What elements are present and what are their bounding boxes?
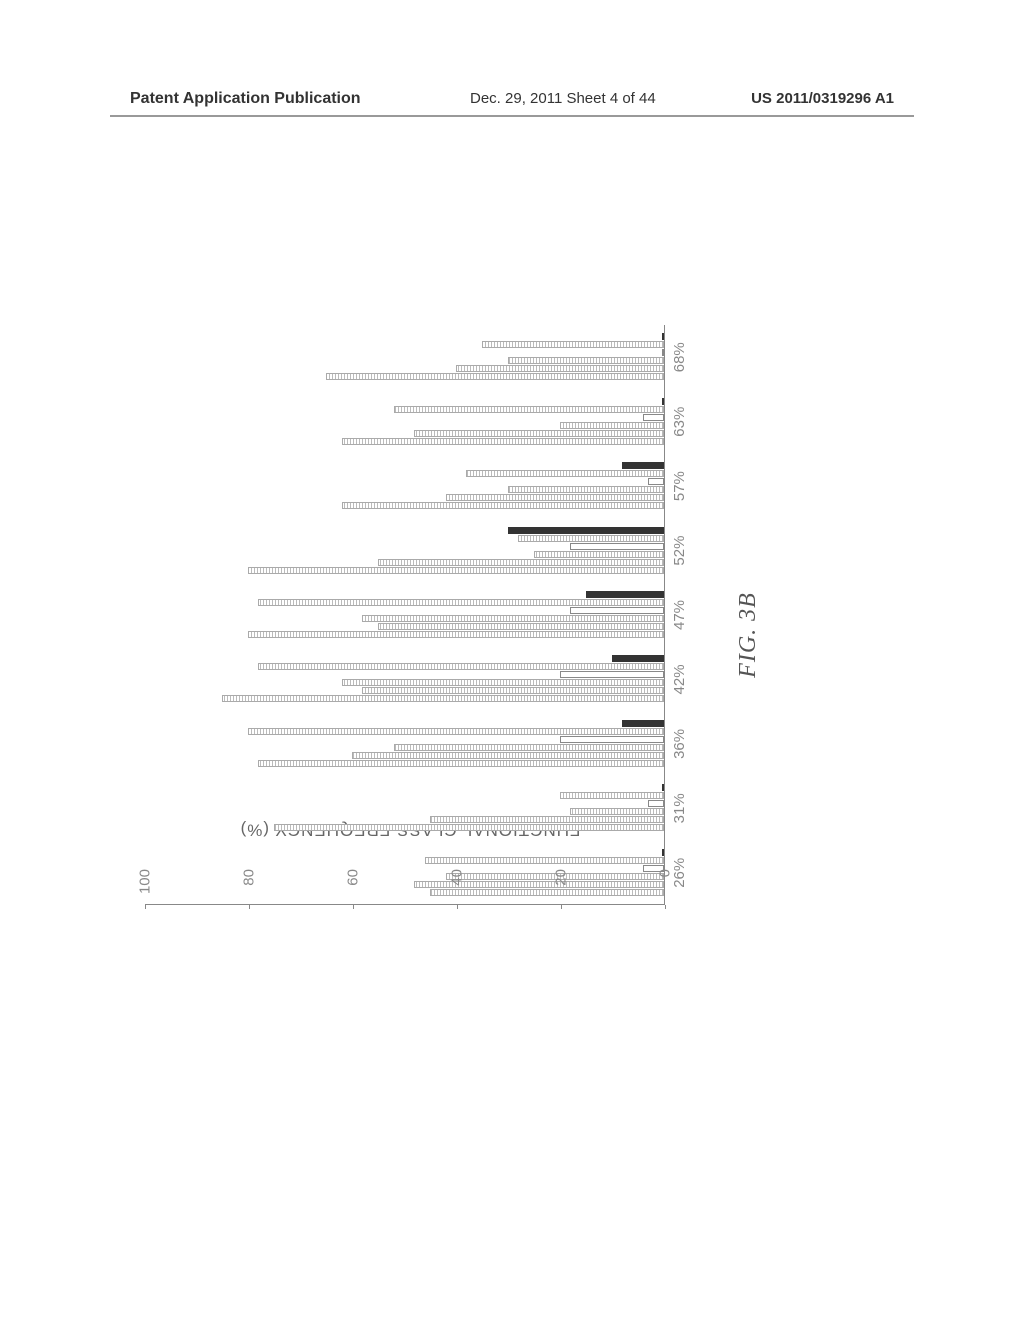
header-publication: Patent Application Publication: [130, 90, 361, 108]
bar: [560, 792, 664, 799]
bar: [430, 816, 664, 823]
y-tick-label: 20: [553, 869, 570, 929]
bar: [534, 551, 664, 558]
bar: [560, 422, 664, 429]
bar: [342, 438, 664, 445]
header-sheet-info: Dec. 29, 2011 Sheet 4 of 44: [470, 90, 656, 107]
bar: [394, 406, 664, 413]
bar-group: [145, 526, 664, 574]
y-tick-label: 60: [345, 869, 362, 929]
x-tick-label: 68%: [671, 330, 688, 384]
y-tick-mark: [665, 905, 666, 909]
bar: [508, 527, 664, 534]
bar: [378, 623, 664, 630]
bar: [378, 559, 664, 566]
bar: [508, 486, 664, 493]
header-pub-number: US 2011/0319296 A1: [751, 90, 894, 107]
bar: [425, 857, 664, 864]
bar: [560, 736, 664, 743]
bar: [612, 655, 664, 662]
bar: [508, 357, 664, 364]
x-tick-label: 57%: [671, 459, 688, 513]
bar: [643, 414, 664, 421]
bar: [342, 679, 664, 686]
bar: [622, 462, 664, 469]
bar: [662, 784, 664, 791]
figure-caption: FIG. 3B: [735, 285, 762, 985]
bar: [362, 687, 664, 694]
bar: [352, 752, 664, 759]
bar: [662, 333, 664, 340]
bar: [362, 615, 664, 622]
bar: [342, 502, 664, 509]
bar: [248, 631, 664, 638]
bar-group: [145, 590, 664, 638]
bar: [222, 695, 664, 702]
y-tick-mark: [457, 905, 458, 909]
bar: [414, 430, 664, 437]
bar: [648, 800, 664, 807]
bar: [648, 478, 664, 485]
bar: [662, 349, 664, 356]
x-tick-label: 36%: [671, 717, 688, 771]
bar-group: [145, 461, 664, 509]
bar-group: [145, 397, 664, 445]
x-tick-label: 31%: [671, 781, 688, 835]
bar-group: [145, 654, 664, 702]
figure-container: FUNCTIONAL CLASS FREQUENCY (%) 020406080…: [125, 285, 895, 985]
bar-group: [145, 332, 664, 380]
y-tick-label: 80: [241, 869, 258, 929]
x-tick-label: 42%: [671, 652, 688, 706]
y-tick-mark: [353, 905, 354, 909]
chart-plot-area: [145, 325, 665, 905]
bar: [258, 599, 664, 606]
bar: [518, 535, 664, 542]
y-tick-label: 100: [137, 869, 154, 929]
bar: [326, 373, 664, 380]
bar: [274, 824, 664, 831]
y-tick-mark: [561, 905, 562, 909]
bar: [570, 808, 664, 815]
bar: [482, 341, 664, 348]
page: Patent Application Publication Dec. 29, …: [0, 0, 1024, 1320]
x-tick-label: 52%: [671, 524, 688, 578]
bar: [662, 398, 664, 405]
x-tick-label: 63%: [671, 395, 688, 449]
y-tick-mark: [249, 905, 250, 909]
bar-group: [145, 848, 664, 896]
chart: FUNCTIONAL CLASS FREQUENCY (%) 020406080…: [125, 285, 765, 985]
bar: [258, 663, 664, 670]
bar: [446, 494, 664, 501]
bar: [622, 720, 664, 727]
bar: [394, 744, 664, 751]
bar-group: [145, 783, 664, 831]
y-tick-mark: [145, 905, 146, 909]
bar: [570, 607, 664, 614]
bar-group: [145, 719, 664, 767]
x-tick-label: 26%: [671, 846, 688, 900]
bar: [456, 365, 664, 372]
header-rule: [110, 115, 914, 117]
bar: [560, 671, 664, 678]
bar: [248, 728, 664, 735]
bar: [466, 470, 664, 477]
y-tick-label: 40: [449, 869, 466, 929]
x-tick-label: 47%: [671, 588, 688, 642]
bar: [248, 567, 664, 574]
bar: [586, 591, 664, 598]
bar: [258, 760, 664, 767]
bar: [570, 543, 664, 550]
bar: [662, 849, 664, 856]
